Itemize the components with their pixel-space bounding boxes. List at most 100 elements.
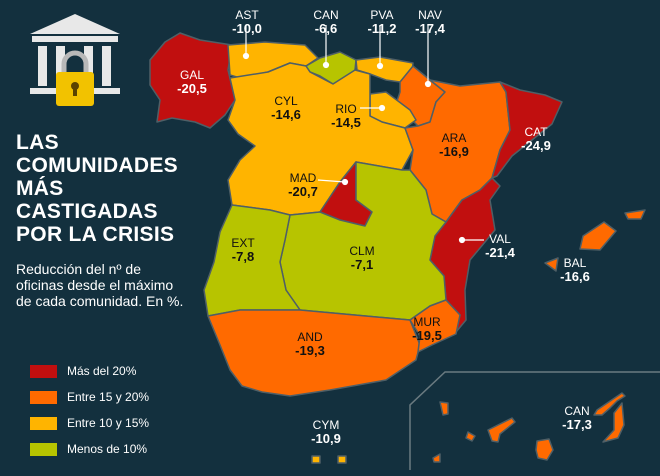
leader-dot-can [322,61,330,69]
title-line: MÁS [16,177,64,200]
region-code: RIO [335,102,357,116]
region-label-gal: GAL -20,5 [177,68,207,96]
region-value: -16,6 [560,269,590,284]
title-line: POR LA CRISIS [16,223,175,246]
region-cym[interactable] [337,455,347,464]
region-value: -11,2 [367,21,397,36]
region-label-rio: RIO -14,5 [331,102,361,130]
region-bal[interactable] [579,221,617,251]
region-value: -16,9 [439,144,469,159]
legend-swatch [30,364,57,378]
region-code: CLM [349,244,375,258]
leader-dot-pva [376,62,384,70]
legend-item: Entre 10 y 15% [30,410,149,436]
region-value: -19,3 [295,343,325,358]
region-code: CYL [274,94,298,108]
region-code: BAL [563,256,587,270]
region-label-val: VAL -21,4 [485,232,515,260]
region-label-cnr: CAN -17,3 [562,404,592,432]
region-value: -20,7 [288,184,318,199]
legend-item: Más del 20% [30,358,149,384]
region-bal[interactable] [624,209,646,220]
legend-swatch [30,390,57,404]
region-label-cym: CYM -10,9 [311,418,341,446]
legend: Más del 20% Entre 15 y 20% Entre 10 y 15… [30,358,149,462]
region-bal[interactable] [544,257,559,272]
region-code: MUR [413,315,441,329]
title-line: CASTIGADAS [16,200,158,223]
region-code: ARA [441,131,467,145]
region-label-ext: EXT -7,8 [231,236,255,264]
leader-dot-val [458,236,466,244]
region-value: -7,8 [231,249,255,264]
region-label-mur: MUR -19,5 [412,315,442,343]
region-value: -10,0 [232,21,262,36]
title-line: LAS [16,131,59,154]
region-value: -6,6 [314,21,338,36]
leader-dot-ast [242,52,250,60]
legend-swatch [30,442,57,456]
region-code: PVA [370,8,394,22]
region-value: -19,5 [412,328,442,343]
region-code: VAL [489,232,511,246]
legend-label: Más del 20% [67,364,137,378]
region-code: CAN [313,8,339,22]
region-cnr[interactable] [465,431,476,442]
region-value: -24,9 [521,138,551,153]
region-code: EXT [231,236,255,250]
region-cnr[interactable] [439,401,449,416]
leader-dot-mad [341,178,349,186]
region-code: CYM [312,418,340,432]
region-label-ast: AST -10,0 [232,8,262,36]
leader-dot-rio [378,104,386,112]
region-and[interactable] [207,309,421,397]
region-value: -17,3 [562,417,592,432]
region-value: -20,5 [177,81,207,96]
region-label-mad: MAD -20,7 [288,171,318,199]
region-value: -10,9 [311,431,341,446]
region-cnr[interactable] [602,402,625,443]
region-cnr[interactable] [432,453,441,463]
legend-item: Menos de 10% [30,436,149,462]
legend-swatch [30,416,57,430]
region-value: -14,6 [271,107,301,122]
region-gal[interactable] [149,32,236,129]
legend-label: Entre 15 y 20% [67,390,150,404]
region-label-can: CAN -6,6 [313,8,339,36]
canarias-inset-frame [409,371,660,470]
subtitle: Reducción del nº de oficinas desde el má… [16,261,184,309]
region-cnr[interactable] [487,417,516,443]
region-value: -21,4 [485,245,515,260]
page-title: LAS COMUNIDADES MÁS CASTIGADAS POR LA CR… [16,131,178,246]
region-label-cat: CAT -24,9 [521,125,551,153]
legend-item: Entre 15 y 20% [30,384,149,410]
region-label-and: AND -19,3 [295,330,325,358]
region-label-ara: ARA -16,9 [439,131,469,159]
legend-label: Menos de 10% [67,442,148,456]
region-code: AST [235,8,259,22]
region-code: GAL [179,68,205,82]
region-cnr[interactable] [593,392,626,416]
leader-line-mad [317,179,346,183]
region-value: -14,5 [331,115,361,130]
region-label-bal: BAL -16,6 [560,256,590,284]
region-label-pva: PVA -11,2 [367,8,397,36]
region-code: CAT [524,125,548,139]
region-label-cyl: CYL -14,6 [271,94,301,122]
region-mur[interactable] [409,299,461,353]
leader-dot-nav [424,80,432,88]
region-cat[interactable] [491,81,563,179]
title-line: COMUNIDADES [16,154,178,177]
bank-lock-icon [20,12,130,127]
region-cym[interactable] [311,455,321,464]
region-cnr[interactable] [535,438,554,461]
region-code: CAN [564,404,590,418]
region-label-nav: NAV -17,4 [415,8,445,36]
region-code: AND [297,330,323,344]
legend-label: Entre 10 y 15% [67,416,150,430]
region-value: -7,1 [350,257,374,272]
region-code: MAD [289,171,317,185]
region-value: -17,4 [415,21,445,36]
region-code: NAV [418,8,442,22]
